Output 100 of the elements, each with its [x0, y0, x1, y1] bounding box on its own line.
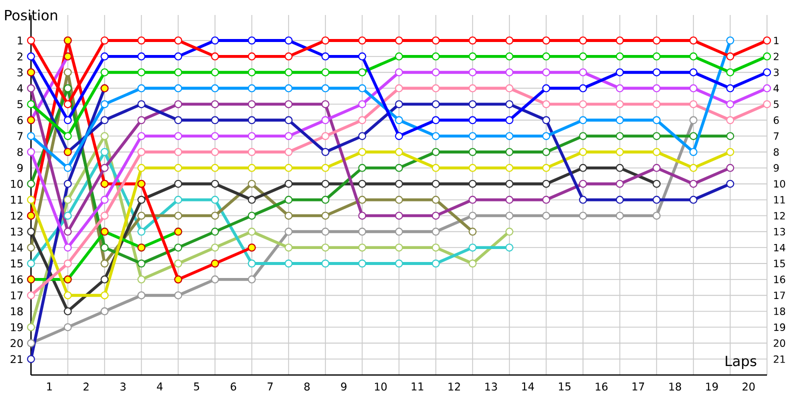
point	[542, 132, 550, 140]
point	[100, 244, 109, 252]
point	[358, 36, 366, 44]
y2-tick-label: 19	[774, 323, 786, 332]
y-tick-label: 2	[17, 52, 22, 60]
x-tick-label: 6	[230, 382, 236, 391]
point	[432, 260, 440, 268]
point	[100, 116, 109, 124]
x-tick-label: 10	[374, 382, 387, 391]
point	[284, 68, 293, 76]
point	[248, 116, 256, 124]
point	[726, 116, 734, 124]
y2-tick-label: 8	[774, 148, 779, 156]
point	[616, 116, 624, 124]
point	[432, 180, 440, 188]
point	[26, 355, 35, 364]
point	[26, 339, 35, 348]
point	[26, 196, 35, 204]
y-tick-label: 1	[18, 36, 22, 44]
y2-tick-label: 13	[774, 228, 785, 236]
point	[174, 116, 182, 124]
point	[726, 164, 734, 172]
point	[579, 52, 588, 60]
point	[616, 132, 624, 140]
point	[689, 52, 698, 60]
point	[652, 164, 661, 172]
point	[468, 100, 477, 108]
y2-tick-label: 12	[774, 212, 785, 220]
point	[174, 260, 182, 268]
point	[689, 148, 698, 156]
point	[689, 196, 698, 204]
y-tick-label: 14	[11, 244, 23, 252]
point	[174, 291, 182, 300]
point	[321, 84, 330, 92]
point	[64, 291, 72, 300]
point	[211, 148, 219, 156]
point	[211, 196, 219, 204]
point	[689, 36, 698, 44]
point	[616, 212, 624, 220]
point	[505, 196, 514, 204]
point	[100, 291, 109, 300]
point	[26, 148, 35, 156]
point	[395, 260, 403, 268]
point	[100, 148, 109, 156]
x-tick-label: 16	[596, 382, 608, 391]
point	[395, 228, 403, 236]
point	[174, 244, 182, 252]
point	[321, 180, 330, 188]
point	[395, 180, 403, 188]
y2-tick-label: 3	[774, 68, 779, 76]
point	[137, 52, 146, 60]
point	[395, 148, 403, 156]
point	[64, 307, 72, 316]
point	[689, 116, 698, 124]
point	[137, 36, 146, 44]
point	[211, 275, 219, 284]
point	[137, 68, 146, 76]
point	[468, 180, 477, 188]
point	[468, 84, 477, 92]
point	[616, 148, 624, 156]
point	[64, 84, 72, 92]
point	[395, 52, 403, 60]
x-tick-label: 12	[448, 382, 460, 390]
y2-tick-label: 16	[774, 276, 786, 284]
y-tick-label: 16	[11, 275, 23, 284]
point	[726, 148, 734, 156]
point	[432, 100, 440, 108]
point	[174, 164, 182, 172]
point	[26, 323, 35, 332]
point	[468, 132, 477, 140]
point	[174, 68, 182, 76]
point	[726, 52, 734, 60]
point	[432, 164, 440, 172]
point	[248, 148, 256, 156]
point	[321, 52, 330, 60]
point	[137, 132, 146, 140]
point	[432, 132, 440, 140]
point	[248, 100, 256, 108]
point	[174, 180, 182, 188]
point	[64, 100, 72, 108]
point	[248, 36, 256, 44]
point	[358, 244, 366, 252]
point	[579, 196, 588, 204]
point	[26, 52, 35, 60]
point	[505, 244, 514, 252]
point	[358, 132, 366, 140]
point	[137, 228, 146, 236]
point	[284, 212, 293, 220]
point	[174, 100, 182, 108]
point	[358, 84, 366, 92]
point	[432, 212, 440, 220]
point	[100, 196, 109, 204]
point	[26, 100, 35, 108]
y-tick-label: 6	[17, 116, 23, 124]
point	[211, 100, 219, 108]
point	[616, 180, 624, 188]
y2-tick-label: 4	[774, 84, 779, 92]
point	[284, 116, 293, 124]
point	[248, 132, 256, 140]
point	[284, 52, 293, 60]
